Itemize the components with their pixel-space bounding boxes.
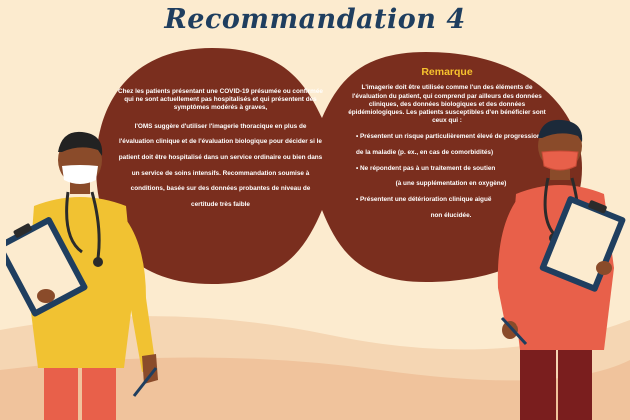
bullet-2-cont: (à une supplémentation en oxygène) — [395, 180, 507, 188]
remarque-bullets: • Présentent un risque particulièrement … — [348, 129, 546, 223]
left-intro: Chez les patients présentant une COVID-1… — [118, 88, 323, 112]
remarque-heading: Remarque — [421, 66, 473, 78]
left-doctor-icon — [6, 131, 158, 420]
remarque-body: L'imagerie doit être utilisée comme l'un… — [348, 84, 546, 125]
info-panel-shape — [96, 48, 582, 284]
bullet-3-cont: non élucidée. — [430, 211, 472, 219]
bullet-3: • Présentent une détérioration clinique … — [356, 196, 492, 204]
right-panel-text: Remarque L'imagerie doit être utilisée c… — [348, 66, 546, 224]
bullet-2: • Ne répondent pas à un traitement de so… — [356, 164, 496, 172]
right-doctor-icon — [497, 119, 626, 420]
left-panel-text: Chez les patients présentant une COVID-1… — [118, 88, 323, 219]
page-title: Recommandation 4 — [164, 4, 466, 35]
bullet-1: • Présentent un risque particulièrement … — [356, 133, 541, 157]
left-recommendation: l'OMS suggère d'utiliser l'imagerie thor… — [118, 122, 323, 208]
ground-wave-front — [0, 357, 630, 420]
